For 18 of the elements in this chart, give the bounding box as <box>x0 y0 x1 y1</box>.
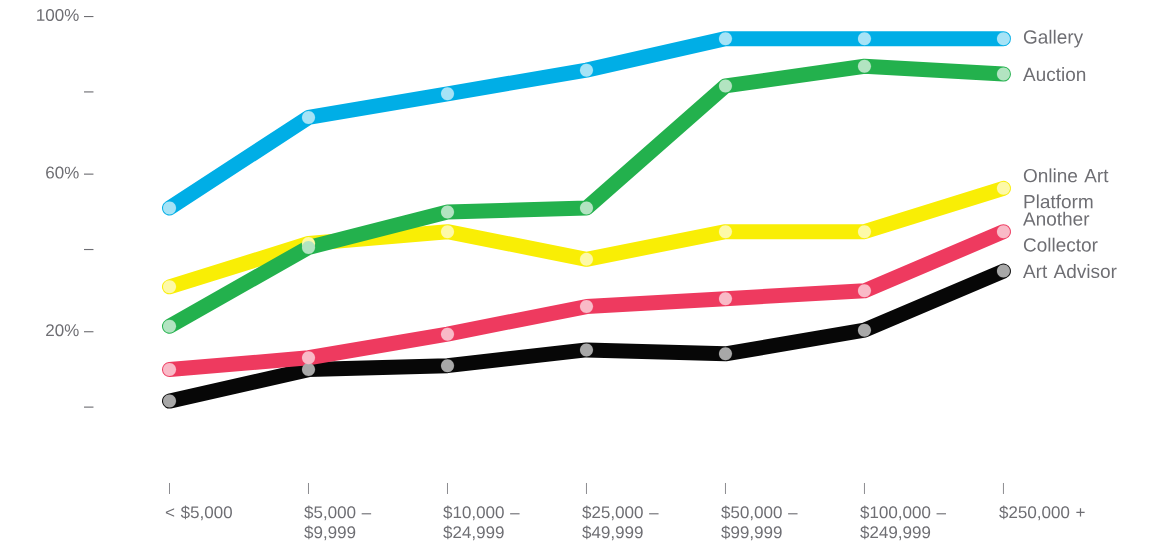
x-tick-label: $50,000 – $99,999 <box>721 505 798 541</box>
x-tick-label: $250,000 + <box>999 505 1085 521</box>
y-tick-label: 60% – <box>46 166 94 179</box>
x-tick-label: $100,000 – $249,999 <box>860 505 946 541</box>
y-tick-label: – <box>84 248 94 251</box>
y-tick-label: 100% – <box>37 8 94 22</box>
series-label: Another Collector <box>1023 211 1098 252</box>
x-tick-label: < $5,000 <box>165 505 232 521</box>
series-label: Auction <box>1023 67 1086 82</box>
y-tick-label: 20% – <box>46 324 94 337</box>
series-label: Online Art Platform <box>1023 168 1109 209</box>
x-tick-label: $25,000 – $49,999 <box>582 505 659 541</box>
y-tick-label: – <box>84 91 94 93</box>
x-tick-label: $10,000 – $24,999 <box>443 505 520 541</box>
series-label: Gallery <box>1023 29 1084 48</box>
series-label: Art Advisor <box>1023 264 1117 279</box>
y-tick-label: – <box>84 406 94 408</box>
x-tick-label: $5,000 – $9,999 <box>304 505 372 541</box>
